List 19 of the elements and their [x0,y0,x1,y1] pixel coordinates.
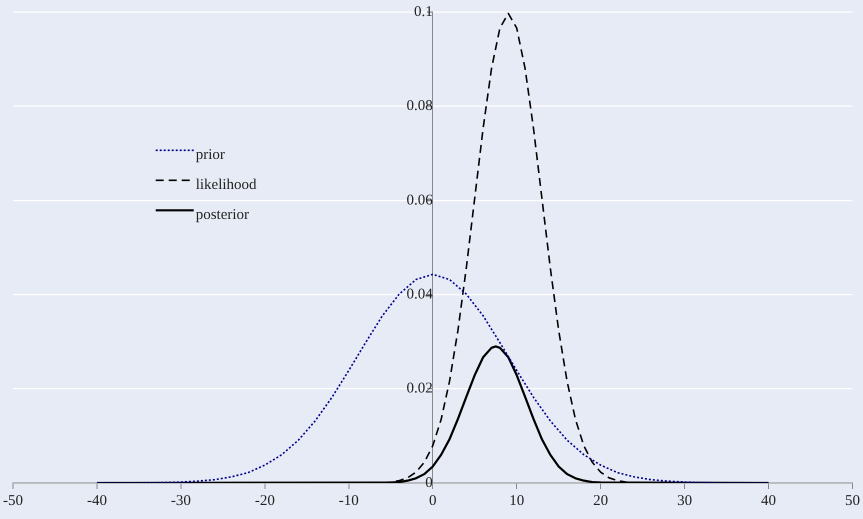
legend-label: posterior [196,207,250,224]
x-tick-label: 20 [593,492,608,509]
x-tick-label: -50 [3,492,23,509]
y-tick-label: 0.08 [406,98,433,114]
y-tick-label: 0.02 [406,380,433,397]
x-tick-label: 30 [677,492,692,509]
x-tick-label: -20 [254,492,275,509]
y-tick-label: 0.1 [414,4,433,20]
legend-label: likelihood [196,177,258,194]
y-tick-label: 0 [425,474,433,491]
x-tick-label: -40 [86,492,107,509]
x-tick-label: 40 [761,492,776,509]
x-tick-label: 10 [509,492,524,509]
legend-label: prior [196,147,225,164]
y-tick-label: 0.04 [406,286,434,303]
y-tick-label: 0.06 [406,192,434,208]
x-tick-label: -10 [338,492,359,509]
x-tick-label: -30 [170,492,191,509]
x-tick-label: 50 [845,492,860,509]
